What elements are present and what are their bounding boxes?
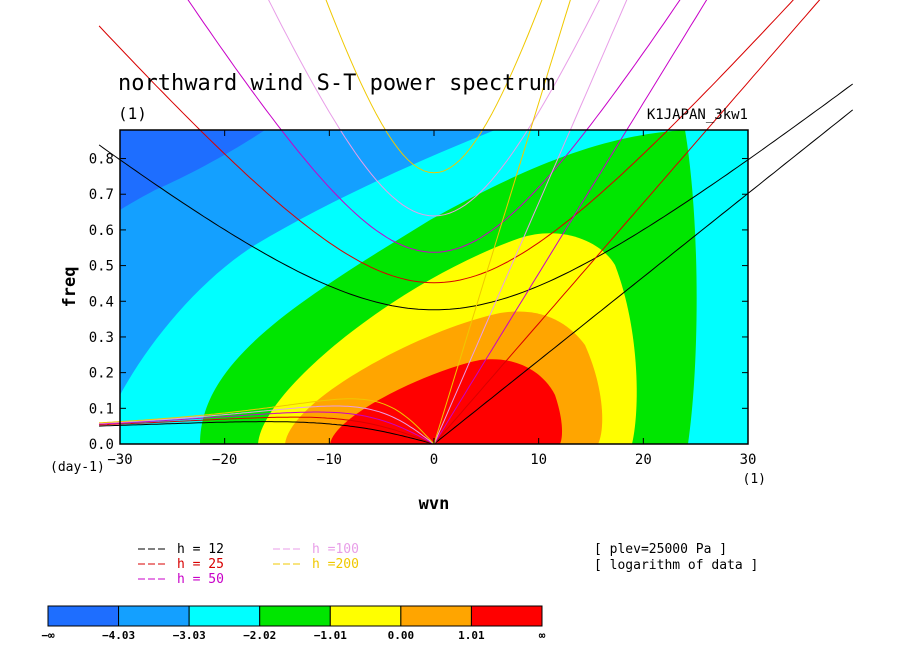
contour-level-0	[120, 130, 495, 395]
y-tick-label: 0.3	[89, 330, 114, 346]
y-axis-unit: (day-1)	[50, 460, 105, 475]
colorbar-label: −2.02	[243, 629, 276, 642]
y-tick-label: 0.0	[89, 437, 114, 453]
kelvin-curve-h100	[433, 0, 628, 445]
contour-fill	[120, 130, 748, 444]
legend-label: h =100	[312, 542, 359, 557]
y-tick-label: 0.4	[89, 294, 114, 310]
chart-title: northward wind S-T power spectrum	[118, 71, 555, 96]
legend-label: h = 25	[177, 557, 224, 572]
y-tick-label: 0.8	[89, 152, 114, 168]
y-axis: 0.0 0.1 0.2 0.3 0.4 0.5 0.6 0.7 0.8	[89, 152, 748, 453]
kelvin-curve-h12	[433, 109, 854, 445]
colorbar-swatch	[259, 605, 331, 627]
gravity-curve-h25	[98, 0, 794, 284]
annotation-plev: [ plev=25000 Pa ]	[594, 542, 727, 557]
dispersion-curves	[98, 0, 854, 445]
y-tick-label: 0.5	[89, 259, 114, 275]
x-axis: −30 −20 −10 0 10 20 30	[107, 130, 756, 468]
colorbar-label: ∞	[539, 629, 546, 642]
x-tick-label: −20	[212, 452, 237, 468]
contour-level-neg-inf	[120, 130, 265, 210]
legend-label: h = 50	[177, 572, 224, 587]
y-tick-label: 0.2	[89, 366, 114, 382]
annotation-logarithm: [ logarithm of data ]	[594, 558, 758, 573]
x-axis-unit: (1)	[743, 472, 766, 487]
legend-label: h = 12	[177, 542, 224, 557]
gravity-curve-h200	[325, 0, 543, 174]
colorbar-label: 1.01	[458, 629, 485, 642]
gravity-curve-h100	[268, 0, 600, 217]
colorbar: −∞ −4.03 −3.03 −2.02 −1.01 0.00 1.01 ∞	[41, 605, 546, 642]
kelvin-curve-h200	[433, 0, 571, 445]
legend-label: h =200	[312, 557, 359, 572]
x-tick-label: 0	[430, 452, 438, 468]
y-tick-label: 0.7	[89, 187, 114, 203]
x-axis-label: wvn	[419, 494, 450, 514]
x-tick-label: 20	[635, 452, 652, 468]
x-tick-label: −10	[317, 452, 342, 468]
colorbar-label: −1.01	[314, 629, 347, 642]
gravity-curve-h50	[187, 0, 681, 253]
y-tick-label: 0.1	[89, 401, 114, 417]
rossby-curve-h50	[99, 411, 435, 445]
colorbar-label: −4.03	[102, 629, 135, 642]
colorbar-swatch	[329, 605, 402, 627]
rossby-curve-h100	[99, 405, 435, 445]
gravity-curve-h12	[98, 83, 853, 311]
rossby-curve-h200	[99, 398, 435, 445]
chart-subtitle-left: (1)	[118, 104, 147, 123]
rossby-curve-h12	[99, 421, 435, 445]
colorbar-swatch	[400, 605, 472, 627]
colorbar-label: −3.03	[173, 629, 206, 642]
y-axis-label: freq	[60, 267, 80, 308]
colorbar-swatch	[470, 605, 543, 627]
rossby-curve-h25	[99, 416, 435, 445]
x-tick-label: 30	[740, 452, 757, 468]
colorbar-label: 0.00	[388, 629, 415, 642]
colorbar-swatch	[47, 605, 120, 627]
kelvin-curve-h25	[433, 0, 821, 445]
y-tick-label: 0.6	[89, 223, 114, 239]
x-tick-label: 10	[530, 452, 547, 468]
x-tick-label: −30	[107, 452, 132, 468]
chart-subtitle-right: K1JAPAN_3kw1	[647, 107, 748, 123]
colorbar-swatch	[118, 605, 190, 627]
colorbar-label: −∞	[41, 629, 55, 642]
kelvin-curve-h50	[433, 0, 708, 445]
colorbar-swatch	[188, 605, 261, 627]
